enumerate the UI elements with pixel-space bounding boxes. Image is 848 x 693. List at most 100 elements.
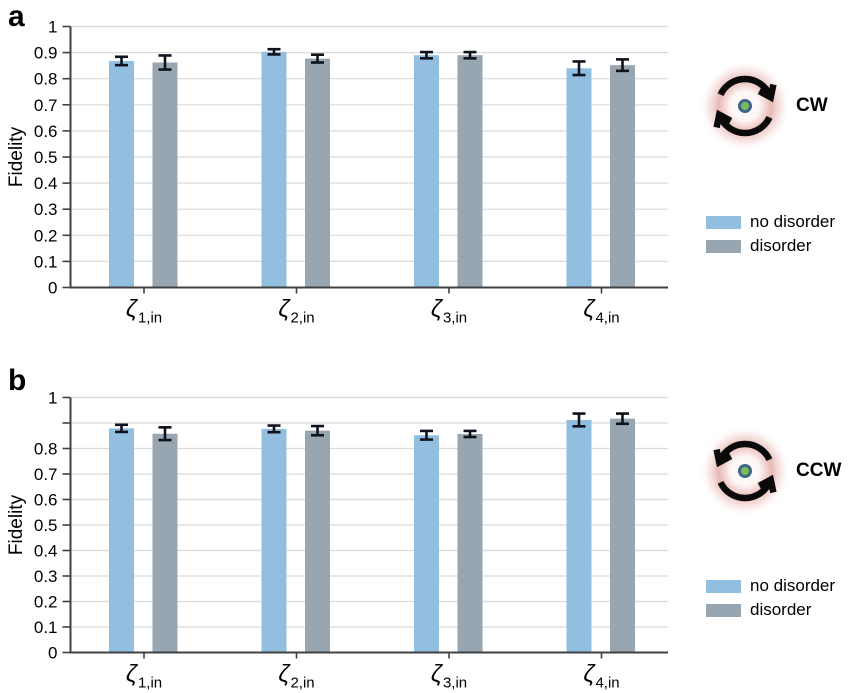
y-tick-label: 0.2 [34, 593, 58, 612]
y-tick-label: 0.6 [34, 491, 58, 510]
disorder-swatch [706, 603, 741, 617]
bar-disorder [152, 433, 178, 653]
bar-no-disorder [261, 51, 287, 288]
arrowhead [713, 448, 733, 468]
y-tick-label: 0.3 [34, 567, 58, 586]
error-bar [420, 429, 433, 441]
y-tick-label: 0.5 [34, 516, 58, 535]
error-bar [158, 426, 172, 442]
bar-disorder [305, 58, 330, 288]
y-tick-label: 0.2 [34, 226, 58, 245]
x-tick-label: ζ2,in [278, 296, 314, 327]
y-tick-label: 0.8 [34, 440, 58, 459]
x-tick-label: ζ1,in [126, 661, 162, 692]
bar-disorder [305, 430, 330, 653]
rotation-arc [717, 75, 773, 97]
y-tick-label: 1 [48, 18, 57, 37]
legend-panel-b: no disorder disorder [706, 577, 835, 619]
y-tick-label: 0.4 [34, 174, 58, 193]
bar-no-disorder [414, 55, 439, 288]
arrowhead [713, 109, 733, 129]
error-bar [463, 429, 477, 439]
rotation-arc [717, 480, 773, 502]
y-tick-label: 0 [48, 644, 57, 663]
bar-no-disorder [261, 428, 287, 653]
y-tick-label: 0.1 [34, 252, 58, 271]
y-tick-label: 0.4 [34, 542, 58, 561]
y-tick-label: 0.3 [34, 200, 58, 219]
x-tick-label: ζ3,in [431, 661, 467, 692]
y-axis-title: Fidelity [6, 126, 27, 187]
no-disorder-swatch [706, 579, 741, 593]
panel-label-a: a [8, 0, 25, 33]
rotation-indicator-cw: CW [690, 58, 828, 154]
bar-disorder [457, 433, 483, 653]
arrowhead [757, 474, 777, 494]
bar-disorder [610, 418, 635, 653]
rotation-arc [717, 115, 773, 137]
legend-item-no-disorder: no disorder [706, 577, 835, 595]
rotation-arc [717, 440, 773, 462]
error-bar [616, 412, 629, 426]
legend-item-disorder: disorder [706, 601, 835, 619]
panel-label-b: b [8, 364, 27, 397]
error-bar [311, 53, 324, 64]
y-tick-label: 0 [48, 279, 57, 298]
x-tick-label: ζ3,in [431, 296, 467, 327]
arrowhead [757, 83, 777, 103]
rotation-indicator-ccw: CCW [690, 423, 841, 519]
bar-no-disorder [109, 60, 134, 288]
y-tick-label: 0.9 [34, 44, 58, 63]
x-tick-label: ζ4,in [583, 296, 619, 327]
y-tick-label: 0.8 [34, 70, 58, 89]
disorder-swatch [706, 239, 741, 253]
legend-item-disorder: disorder [706, 237, 835, 255]
error-bar [115, 55, 128, 67]
error-bar [572, 60, 586, 77]
bar-disorder [610, 65, 635, 288]
x-tick-label: ζ2,in [278, 661, 314, 692]
disorder-label: disorder [750, 236, 812, 255]
legend-panel-a: no disorder disorder [706, 213, 835, 255]
cw-arrows [713, 75, 777, 137]
bar-no-disorder [414, 435, 439, 653]
ccw-label: CCW [796, 460, 842, 481]
ccw-arrows [713, 440, 777, 502]
error-bar [115, 423, 128, 434]
fidelity-chart-cw: 0 0.1 0.2 0.3 0.4 0.5 0.6 0.7 0.8 0.9 1 ζ1,in ζ2,in ζ… [6, 18, 668, 327]
x-tick-label: ζ4,in [583, 661, 619, 692]
y-tick-label: 0.7 [34, 96, 58, 115]
x-tick-label: ζ1,in [126, 296, 162, 327]
error-bar [267, 47, 281, 56]
error-bar [572, 412, 586, 428]
disorder-label: disorder [750, 600, 812, 619]
y-tick-label: 0.5 [34, 148, 58, 167]
y-tick-label: 1 [48, 389, 57, 408]
fidelity-chart-ccw: 0 0.1 0.2 0.3 0.4 0.5 0.6 0.7 0.8 1 ζ1,in ζ2,in ζ3,i… [6, 389, 668, 692]
error-bar [267, 424, 281, 434]
no-disorder-swatch [706, 215, 741, 229]
cw-label: CW [796, 95, 828, 116]
y-axis-title: Fidelity [6, 494, 27, 555]
y-tick-label: 0.1 [34, 618, 58, 637]
cw-rotation-icon [699, 60, 791, 152]
legend-item-no-disorder: no disorder [706, 213, 835, 231]
ccw-rotation-icon [699, 425, 791, 517]
error-bar [311, 424, 324, 437]
error-bar [420, 50, 433, 60]
y-tick-label: 0.7 [34, 465, 58, 484]
bar-no-disorder [109, 428, 134, 653]
bar-disorder [152, 62, 178, 288]
error-bar [616, 58, 629, 73]
site-dot-center [741, 102, 749, 110]
site-dot-center [741, 467, 749, 475]
error-bar [463, 50, 477, 60]
y-tick-label: 0.6 [34, 122, 58, 141]
no-disorder-label: no disorder [750, 212, 836, 231]
bar-disorder [457, 55, 483, 288]
bar-no-disorder [566, 68, 592, 288]
error-bar [158, 54, 172, 71]
no-disorder-label: no disorder [750, 576, 836, 595]
bar-no-disorder [566, 419, 592, 653]
